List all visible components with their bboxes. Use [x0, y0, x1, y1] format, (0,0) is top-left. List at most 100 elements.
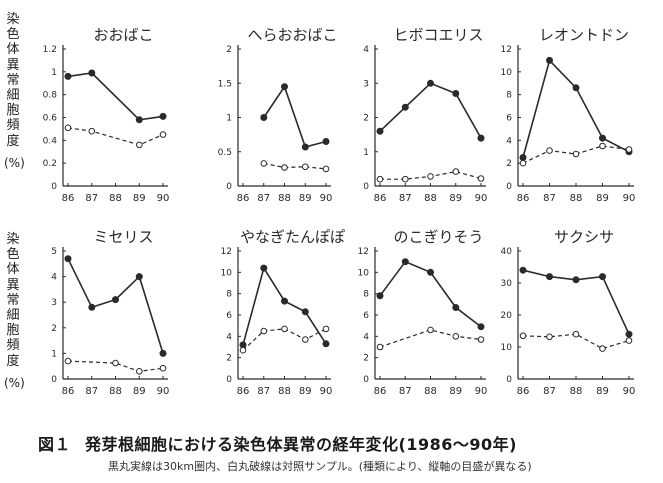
x-tick-label: 87 — [543, 193, 556, 204]
y-label-char: 頻 — [6, 118, 20, 134]
control-data-point — [64, 124, 72, 132]
exposed-data-point — [112, 296, 119, 304]
control-data-point — [402, 175, 409, 183]
control-data-point — [546, 333, 553, 341]
y-tick-label: 2 — [363, 114, 369, 124]
y-label-char: 頻 — [6, 338, 20, 354]
exposed-data-point — [260, 264, 268, 272]
control-data-point — [572, 330, 580, 338]
panel-title: おおばこ — [93, 26, 153, 44]
control-data-point — [136, 141, 143, 149]
chart-panel-7: 0 2 4 6 8 10 12 86 87 88 89 90 のこぎりそう — [358, 228, 488, 397]
x-tick-label: 86 — [517, 386, 530, 397]
x-tick-label: 90 — [157, 386, 170, 397]
control-data-point — [376, 175, 384, 183]
control-data-point — [625, 337, 633, 344]
x-tick-label: 90 — [475, 193, 488, 204]
y-tick-label: 6 — [226, 311, 232, 321]
y-tick-label: 30 — [501, 279, 513, 289]
y-tick-label: 0 — [51, 375, 57, 385]
control-data-point — [159, 131, 167, 138]
exposed-data-point — [477, 134, 485, 142]
y-tick-label: 2 — [506, 159, 512, 169]
y-tick-label: 6 — [363, 311, 369, 321]
y-tick-label: 0 — [363, 375, 369, 385]
control-data-point — [599, 345, 606, 352]
control-data-point — [376, 343, 384, 351]
control-series-line — [522, 333, 630, 350]
exposed-data-point — [427, 268, 434, 276]
y-tick-label: 4 — [363, 332, 369, 342]
control-data-point — [599, 142, 606, 150]
y-axis-unit: (%) — [4, 375, 25, 390]
x-tick-label: 89 — [449, 386, 462, 397]
control-data-point — [452, 333, 460, 340]
x-tick-label: 89 — [299, 386, 312, 397]
y-label-char: 常 — [6, 72, 20, 88]
exposed-series-line — [263, 84, 327, 148]
exposed-data-point — [135, 273, 143, 281]
y-tick-label: 0.6 — [43, 114, 58, 124]
control-data-point — [477, 175, 485, 182]
panel-title: へらおおばこ — [247, 26, 337, 44]
y-tick-label: 0 — [506, 182, 512, 192]
y-tick-label: 10 — [221, 268, 233, 278]
y-tick-label: 0.4 — [43, 136, 58, 146]
y-tick-label: 1 — [51, 68, 57, 78]
x-tick-label: 89 — [596, 193, 609, 204]
x-tick-label: 89 — [133, 386, 146, 397]
y-tick-label: 2 — [226, 354, 232, 364]
x-tick-label: 88 — [278, 193, 291, 204]
y-tick-label: 1.2 — [43, 45, 57, 55]
exposed-data-point — [401, 258, 409, 266]
x-tick-label: 87 — [257, 193, 270, 204]
chart-panel-5: 0 1 2 3 4 5 86 87 88 89 90 ミセリス — [51, 228, 169, 397]
exposed-data-point — [88, 69, 96, 77]
control-data-point — [427, 326, 434, 334]
exposed-data-point — [135, 116, 143, 124]
panel-title: のこぎりそう — [393, 228, 483, 246]
y-tick-label: 1 — [226, 114, 232, 124]
control-series-line — [67, 127, 164, 146]
chart-figure: 00.20.40.60.811.286 87 88 89 90おおばこ00.511.52… — [43, 26, 636, 397]
exposed-data-point — [376, 292, 384, 300]
y-tick-label: 0 — [51, 182, 57, 192]
x-tick-label: 87 — [399, 386, 412, 397]
x-tick-label: 86 — [237, 193, 250, 204]
exposed-series-line — [242, 266, 327, 346]
chart-panel-3: 0 1 2 3 4 86 87 88 89 90 ヒボコエリス — [363, 26, 487, 204]
exposed-data-point — [519, 154, 527, 161]
y-label-char: 体 — [6, 42, 20, 58]
x-tick-label: 88 — [424, 386, 437, 397]
figure-caption: 図１ 発芽根細胞における染色体異常の経年変化(1986〜90年) — [38, 431, 517, 455]
y-tick-label: 20 — [501, 311, 513, 321]
y-label-char: 色 — [6, 247, 20, 263]
x-tick-label: 86 — [374, 193, 387, 204]
y-label-char: 度 — [6, 353, 20, 369]
exposed-data-point — [546, 273, 553, 281]
y-axis-label-top: 染 色 体 異 常 細 胞 頻 度 (%) — [4, 12, 25, 170]
exposed-data-point — [64, 72, 72, 80]
exposed-data-point — [301, 308, 309, 316]
control-data-point — [64, 357, 72, 365]
x-tick-label: 87 — [85, 386, 98, 397]
chart-panel-8: 0 10 20 30 40 86 87 88 89 90 サクシサ — [501, 228, 636, 397]
y-tick-label: 1 — [51, 349, 57, 359]
x-tick-label: 88 — [109, 386, 122, 397]
exposed-series-line — [379, 82, 482, 139]
y-tick-label: 0 — [226, 182, 232, 192]
control-series-line — [263, 162, 327, 170]
x-tick-label: 90 — [475, 386, 488, 397]
x-tick-label: 90 — [320, 193, 333, 204]
y-tick-label: 0 — [506, 375, 512, 385]
control-data-point — [322, 165, 330, 173]
x-tick-label: 90 — [320, 386, 333, 397]
y-tick-label: 10 — [501, 68, 513, 78]
y-tick-label: 3 — [51, 298, 57, 308]
figure-note: 黒丸実線は30km圏内、白丸破線は対照サンプル。(種類により、縦軸の目盛が異なる… — [108, 460, 532, 473]
control-data-point — [302, 336, 309, 343]
x-tick-label: 90 — [623, 193, 636, 204]
y-axis-unit: (%) — [4, 155, 25, 170]
y-axis-label-bottom: 染 色 体 異 常 細 胞 頻 度 (%) — [4, 232, 25, 390]
exposed-data-point — [401, 103, 409, 111]
